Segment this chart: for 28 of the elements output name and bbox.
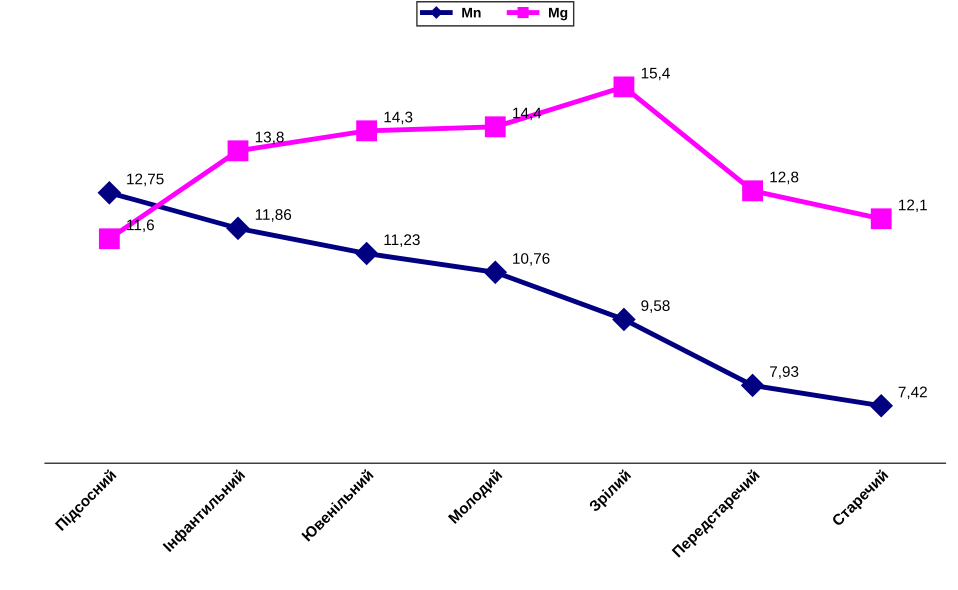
data-label: 7,42 xyxy=(898,386,927,400)
legend-label: Mn xyxy=(462,8,481,18)
data-label: 12,8 xyxy=(770,172,798,184)
point xyxy=(228,140,248,162)
point xyxy=(742,180,763,202)
legend-label: Mg xyxy=(548,8,568,20)
point xyxy=(484,116,506,138)
data-label: 10,76 xyxy=(513,253,550,266)
data-label: 12,75 xyxy=(127,174,164,186)
point xyxy=(614,76,634,98)
data-label: 14,3 xyxy=(384,112,412,124)
data-label: 11,86 xyxy=(256,209,292,222)
data-label: 13,8 xyxy=(256,132,284,144)
point xyxy=(355,242,378,266)
point xyxy=(741,374,764,397)
point xyxy=(226,216,250,240)
point xyxy=(98,228,120,250)
data-label: 12,1 xyxy=(899,200,927,212)
data-label: 9,58 xyxy=(641,300,670,313)
data-label: 15,4 xyxy=(642,68,670,80)
point xyxy=(484,260,507,284)
point xyxy=(870,394,893,418)
point xyxy=(870,208,892,230)
point xyxy=(612,308,636,331)
point xyxy=(356,120,378,142)
data-label: 11,23 xyxy=(384,234,420,247)
point xyxy=(98,181,121,204)
data-label: 7,93 xyxy=(770,366,798,379)
